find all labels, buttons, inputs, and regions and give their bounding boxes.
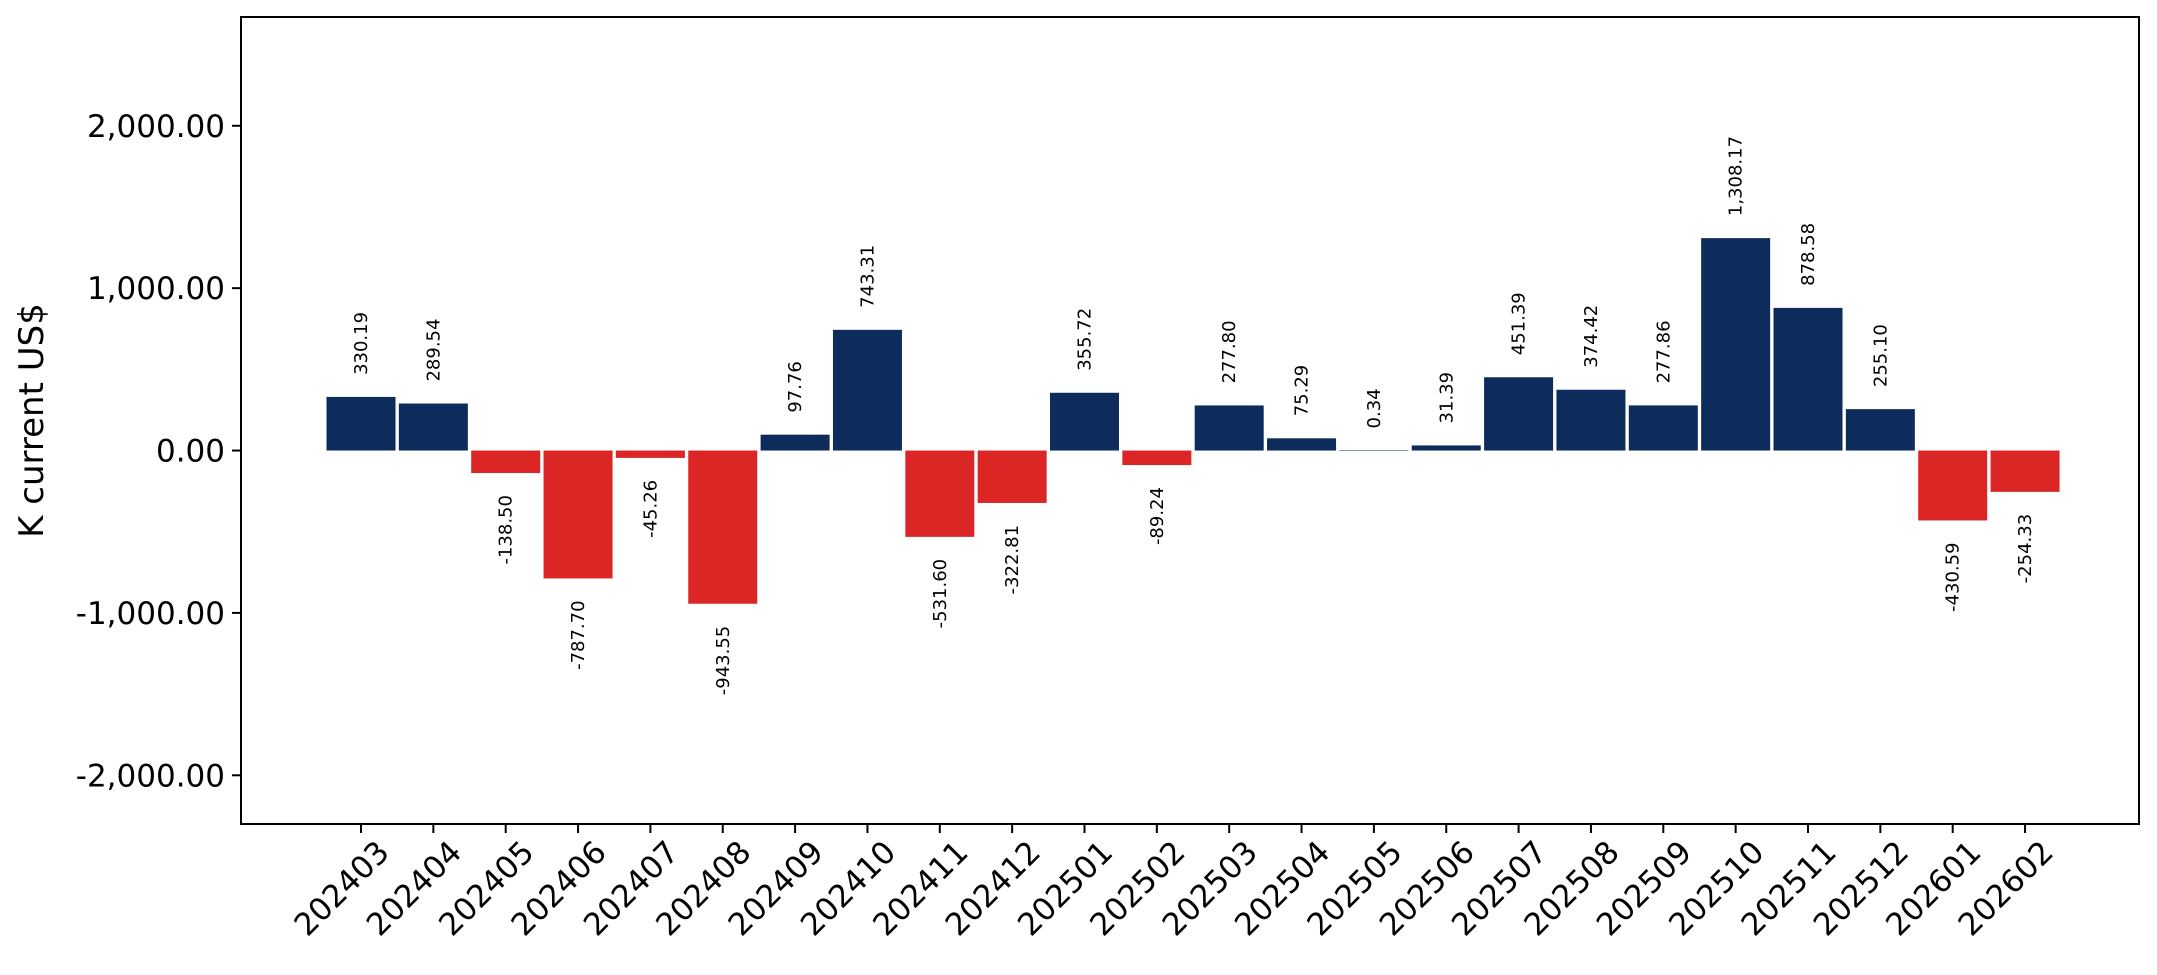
bar-202510 <box>1701 238 1771 451</box>
value-label-202410: 743.31 <box>857 245 878 308</box>
value-label-202511: 878.58 <box>1798 223 1819 286</box>
value-label-202601: -430.59 <box>1943 542 1964 611</box>
y-tick-label: 1,000.00 <box>87 271 225 307</box>
value-label-202408: -943.55 <box>713 626 734 695</box>
bar-202405 <box>471 450 541 474</box>
value-label-202405: -138.50 <box>496 495 517 564</box>
value-label-202509: 277.86 <box>1653 320 1674 383</box>
y-tick-label: 0.00 <box>156 434 225 470</box>
bar-202409 <box>760 434 830 451</box>
value-label-202503: 277.80 <box>1219 320 1240 383</box>
x-axis: 2024032024042024052024062024072024082024… <box>288 824 2061 943</box>
bar-202512 <box>1845 409 1915 451</box>
bar-202502 <box>1122 450 1192 466</box>
bar-202509 <box>1628 405 1698 451</box>
y-axis: -2,000.00 -1,000.00 0.00 1,000.00 2,000.00 <box>76 109 241 794</box>
value-label-202409: 97.76 <box>785 361 806 413</box>
bars-group <box>326 238 2060 604</box>
value-label-202512: 255.10 <box>1870 324 1891 387</box>
bar-202507 <box>1484 377 1554 451</box>
value-label-202411: -531.60 <box>930 559 951 628</box>
value-label-202406: -787.70 <box>568 600 589 669</box>
bar-202406 <box>543 450 613 579</box>
value-label-202602: -254.33 <box>2015 514 2036 583</box>
value-label-202506: 31.39 <box>1436 372 1457 424</box>
bar-202408 <box>688 450 758 604</box>
bar-202505 <box>1339 450 1409 451</box>
value-label-202407: -45.26 <box>640 480 661 538</box>
value-label-202508: 374.42 <box>1581 305 1602 368</box>
value-label-202501: 355.72 <box>1075 308 1096 371</box>
value-label-202403: 330.19 <box>351 312 372 375</box>
value-label-202502: -89.24 <box>1147 487 1168 545</box>
bar-202412 <box>977 450 1047 503</box>
bar-202410 <box>832 329 902 451</box>
y-tick-label: -1,000.00 <box>76 596 225 632</box>
bar-202511 <box>1773 307 1843 451</box>
value-label-202404: 289.54 <box>423 319 444 382</box>
bar-202508 <box>1556 389 1626 451</box>
plot-frame <box>240 16 2140 825</box>
bar-202504 <box>1267 438 1337 451</box>
y-axis-title: K current US$ <box>12 303 52 538</box>
value-label-202507: 451.39 <box>1509 292 1530 355</box>
bar-202404 <box>398 403 468 451</box>
bar-202503 <box>1194 405 1264 451</box>
bar-202501 <box>1050 392 1119 451</box>
bar-202403 <box>326 396 396 451</box>
bar-202602 <box>1990 450 2060 492</box>
y-tick-label: -2,000.00 <box>76 758 225 794</box>
bar-202506 <box>1411 445 1481 451</box>
value-label-202504: 75.29 <box>1292 365 1313 417</box>
value-label-202505: 0.34 <box>1364 388 1385 428</box>
bar-202411 <box>905 450 975 537</box>
bar-202601 <box>1918 450 1988 521</box>
value-label-202510: 1,308.17 <box>1726 136 1747 216</box>
bar-202407 <box>615 450 685 458</box>
value-labels-group: 330.19 289.54 -138.50 -787.70 -45.26 -943.55 9… <box>351 136 2036 695</box>
y-tick-label: 2,000.00 <box>87 109 225 145</box>
value-label-202412: -322.81 <box>1002 525 1023 594</box>
